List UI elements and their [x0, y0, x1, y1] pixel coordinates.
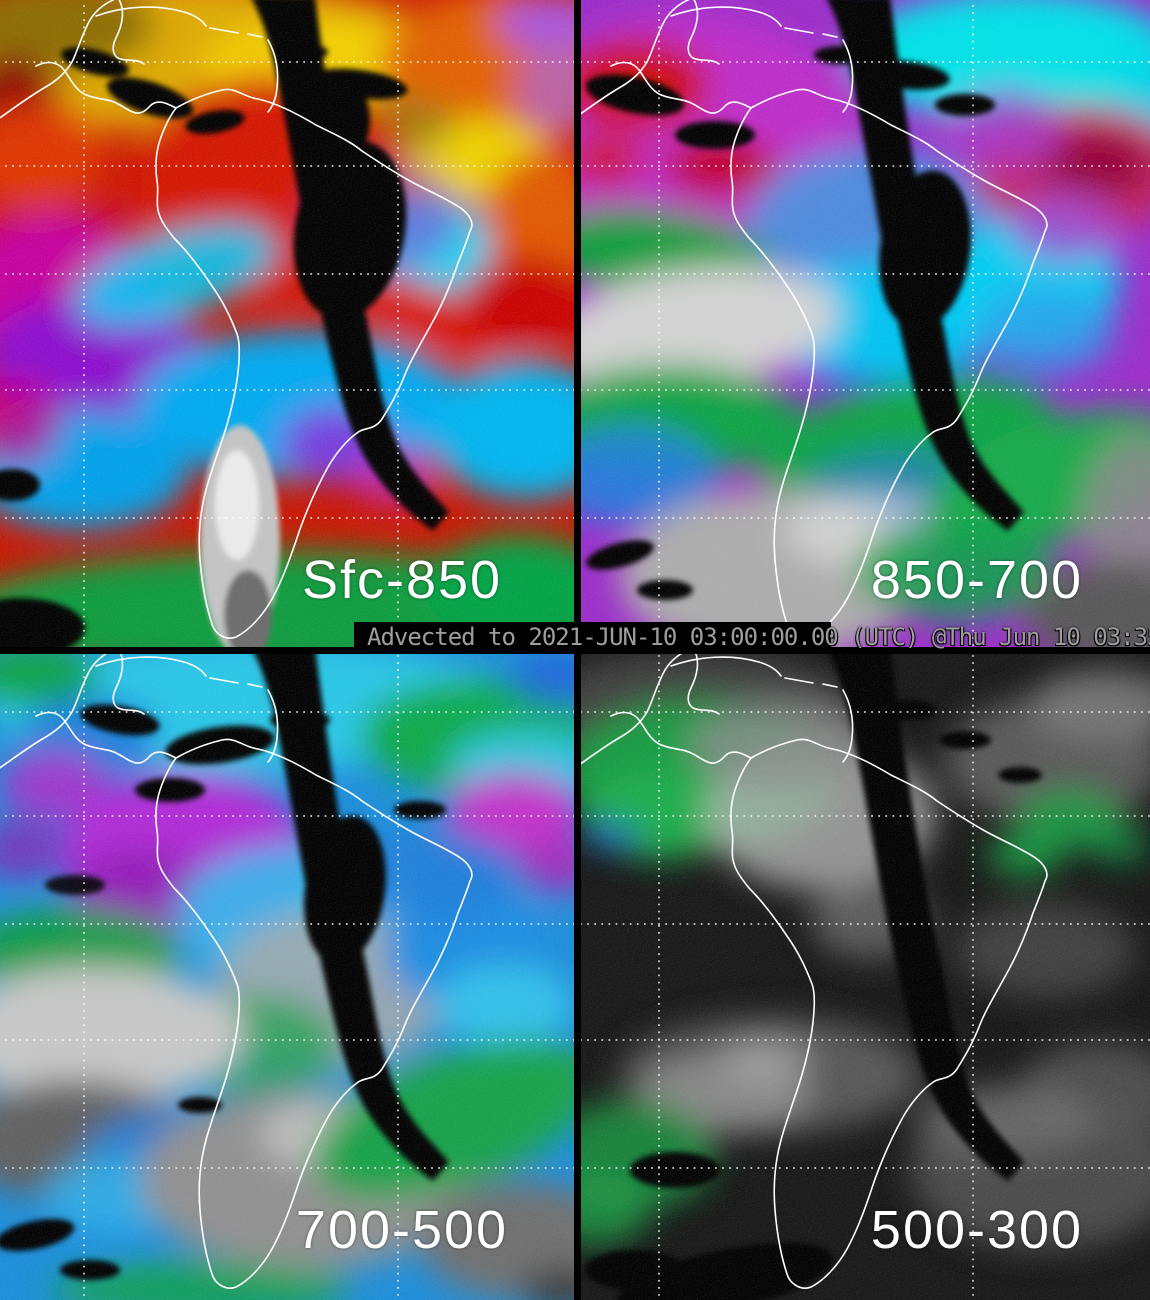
panel-500-300: 500-300	[575, 650, 1150, 1300]
timestamp-banner-background	[354, 622, 831, 653]
panel-sfc-850: Sfc-850	[0, 0, 575, 650]
satellite-imagery-850-700	[575, 0, 1150, 650]
panel-700-500: 700-500	[0, 650, 575, 1300]
panel-850-700: 850-700	[575, 0, 1150, 650]
panel-label-700-500: 700-500	[295, 1200, 509, 1260]
satellite-imagery-500-300	[575, 650, 1150, 1300]
panel-label-850-700: 850-700	[870, 550, 1084, 610]
panel-label-sfc-850: Sfc-850	[301, 550, 503, 610]
satellite-imagery-700-500	[0, 650, 575, 1300]
panel-label-500-300: 500-300	[870, 1200, 1084, 1260]
timestamp-banner: Advected to 2021-JUN-10 03:00:00.00 (UTC…	[367, 623, 1150, 651]
